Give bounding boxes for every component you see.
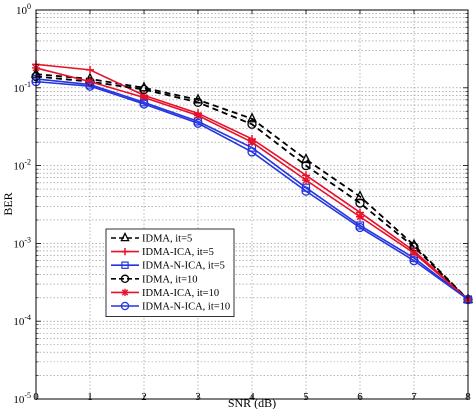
data-point-star xyxy=(410,249,418,258)
data-point-circle xyxy=(355,222,365,233)
x-tick-label: 3 xyxy=(195,391,201,403)
data-point-circle xyxy=(355,198,365,208)
y-tick-label: 100 xyxy=(16,2,31,17)
plot-background xyxy=(36,10,468,399)
data-point-star xyxy=(248,138,256,147)
y-tick-label: 10-2 xyxy=(13,158,31,173)
data-point-circle xyxy=(247,119,257,129)
series-line xyxy=(35,73,469,301)
data-point-circle xyxy=(409,256,419,266)
y-tick-label: 10-3 xyxy=(13,235,31,250)
data-point-circle xyxy=(193,118,203,128)
x-tick-label: 4 xyxy=(249,391,255,403)
data-point-triangle xyxy=(138,81,150,92)
x-axis-label: SNR (dB) xyxy=(228,396,276,409)
data-point-circle xyxy=(301,186,311,196)
legend-entry: IDMA, it=5 xyxy=(111,231,192,245)
legend-label: IDMA-N-ICA, it=5 xyxy=(142,261,225,272)
data-point-star xyxy=(140,93,148,102)
legend-label: IDMA, it=10 xyxy=(142,274,198,285)
x-tick-label: 0 xyxy=(33,391,39,403)
data-point-circle xyxy=(120,274,130,284)
legend-entry: IDMA-N-ICA, it=10 xyxy=(111,302,230,313)
data-point-triangle xyxy=(300,152,312,164)
legend-entry: IDMA-ICA, it=5 xyxy=(111,247,214,258)
data-point-circle xyxy=(193,97,203,108)
series-line xyxy=(35,75,469,301)
legend-label: IDMA, it=5 xyxy=(142,234,192,245)
legend-entry: IDMA-N-ICA, it=5 xyxy=(111,261,225,272)
data-point-circle xyxy=(139,99,149,109)
data-point-plus xyxy=(86,65,94,74)
x-tick-label: 2 xyxy=(141,391,147,403)
legend-entry: IDMA, it=10 xyxy=(111,274,198,285)
data-point-square xyxy=(121,261,129,269)
x-tick-label: 6 xyxy=(357,391,363,403)
x-tick-label: 7 xyxy=(411,391,417,403)
legend-box xyxy=(105,228,235,317)
y-tick-label: 10-1 xyxy=(13,80,31,95)
data-point-circle xyxy=(120,301,130,311)
data-point-circle xyxy=(247,147,257,157)
legend-label: IDMA-N-ICA, it=10 xyxy=(142,302,230,313)
legend: IDMA, it=5 IDMA-ICA, it=5 IDMA-N-ICA, it=5… xyxy=(105,228,235,317)
ticks: 0 1 2 3 4 5 6 7 8 100 10-1 10-2 10-3 10-4 10-5 xyxy=(13,2,471,406)
y-tick-label: 10-4 xyxy=(13,313,31,328)
data-point-plus xyxy=(121,248,129,256)
data-point-star xyxy=(356,212,364,221)
legend-entry: IDMA-ICA, it=10 xyxy=(111,288,219,299)
data-point-star xyxy=(121,288,129,296)
data-point-star xyxy=(302,176,310,185)
data-point-triangle xyxy=(120,231,130,242)
data-point-circle xyxy=(85,81,95,91)
data-point-circle xyxy=(301,160,311,171)
series-line xyxy=(35,80,469,301)
y-tick-label: 10-5 xyxy=(13,391,31,406)
data-point-triangle xyxy=(246,112,258,123)
x-tick-label: 1 xyxy=(87,391,93,403)
data-point-star xyxy=(194,111,202,120)
legend-label: IDMA-ICA, it=5 xyxy=(142,247,214,258)
legend-label: IDMA-ICA, it=10 xyxy=(142,288,219,299)
x-tick-label: 5 xyxy=(303,391,309,403)
y-axis-label: BER xyxy=(1,192,15,215)
x-tick-label: 8 xyxy=(465,391,471,403)
